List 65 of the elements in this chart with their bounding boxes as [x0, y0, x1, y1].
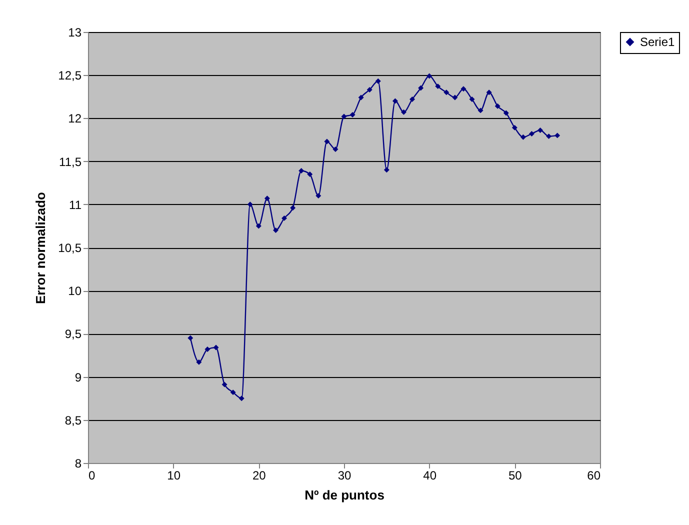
- x-tick-label: 40: [423, 468, 437, 482]
- y-tick-label: 11,5: [59, 154, 82, 169]
- point: [546, 134, 552, 140]
- point: [213, 344, 219, 350]
- point: [358, 94, 364, 100]
- y-tick-label: 12: [68, 112, 82, 126]
- point: [282, 215, 288, 221]
- y-tick-label: 8,5: [64, 413, 82, 428]
- x-axis-title: Nº de puntos: [304, 488, 384, 502]
- point: [272, 228, 278, 233]
- point: [452, 94, 458, 100]
- point: [384, 167, 390, 173]
- point: [298, 168, 304, 174]
- x-tick-label: 10: [167, 468, 181, 482]
- y-tick-label: 13: [68, 26, 82, 40]
- point: [256, 223, 262, 229]
- x-tick-label: 20: [252, 468, 266, 482]
- y-tick-label: 10,5: [58, 241, 82, 255]
- point: [503, 110, 509, 116]
- point: [400, 109, 406, 115]
- y-tick-label: 8: [74, 456, 82, 470]
- point: [426, 73, 432, 79]
- x-tick-label: 0: [88, 468, 96, 482]
- x-tick-label: 30: [338, 468, 352, 482]
- point: [247, 202, 253, 208]
- point: [264, 196, 270, 202]
- x-tick-label: 60: [587, 468, 601, 482]
- point: [444, 90, 450, 96]
- point: [512, 124, 518, 130]
- point: [494, 103, 500, 109]
- y-tick-label: 10: [68, 284, 82, 298]
- y-tick-label: 9: [74, 370, 82, 384]
- point: [196, 359, 202, 365]
- point: [418, 85, 424, 91]
- point: [538, 128, 544, 134]
- point: [230, 390, 236, 396]
- point: [528, 130, 534, 136]
- point: [375, 78, 381, 84]
- point: [478, 108, 484, 114]
- point: [469, 96, 475, 102]
- point: [392, 98, 398, 104]
- point: [204, 346, 210, 352]
- point: [238, 396, 244, 402]
- y-tick-label: 9,5: [64, 327, 82, 342]
- y-tick-label: 11: [69, 198, 82, 212]
- point: [188, 335, 194, 341]
- point: [486, 90, 492, 96]
- y-tick-label: 12,5: [58, 68, 82, 83]
- point: [222, 382, 228, 388]
- point: [520, 134, 526, 140]
- point: [307, 171, 313, 177]
- point: [460, 86, 466, 92]
- point: [350, 112, 356, 118]
- x-tick-label: 50: [508, 468, 522, 482]
- point: [435, 84, 441, 90]
- point: [341, 114, 347, 120]
- point: [324, 138, 330, 144]
- point: [332, 146, 338, 152]
- point: [366, 87, 372, 92]
- legend-label: Serie1: [640, 35, 676, 49]
- point: [316, 193, 322, 199]
- point: [290, 205, 296, 211]
- y-axis-title: Error normalizado: [33, 192, 48, 304]
- point: [410, 96, 416, 102]
- point: [554, 132, 560, 138]
